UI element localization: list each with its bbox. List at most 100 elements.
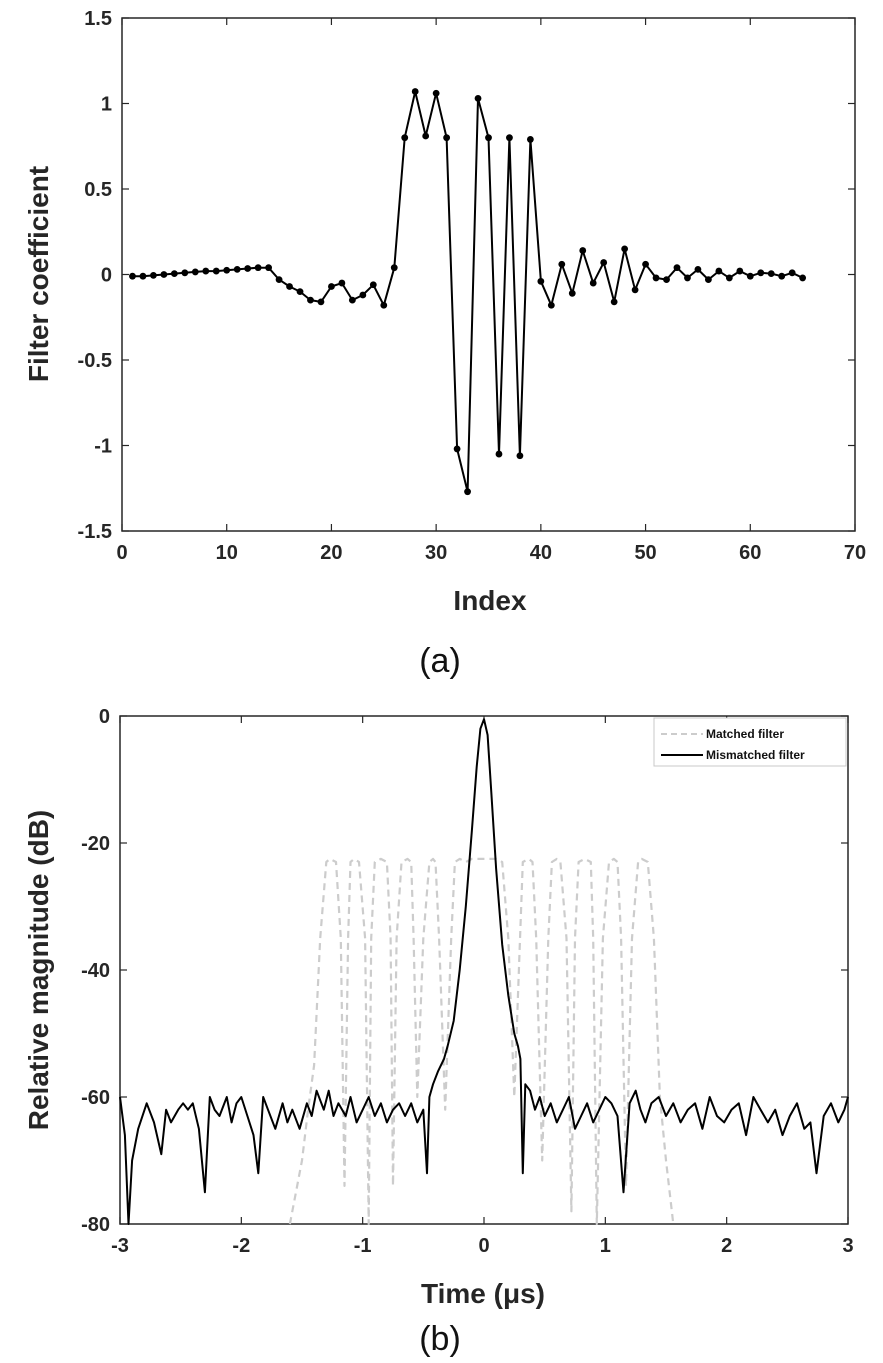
panel-a-data-point xyxy=(631,286,639,294)
panel-a-filter-coefficients: 0 10 20 30 40 50 60 70-1.5-1-0.500.511.5 Index … xyxy=(23,8,866,680)
panel-a-x-axis-label: Index xyxy=(453,585,527,616)
panel-a-data-point xyxy=(328,283,335,290)
panel-a-data-point xyxy=(286,283,293,290)
panel-a-x-tick-label: 0 xyxy=(116,542,127,564)
panel-b-plot-box xyxy=(119,715,849,1225)
panel-a-data-point xyxy=(474,94,482,102)
panel-a-data-point xyxy=(411,88,419,95)
panel-a-data-point xyxy=(610,298,618,306)
panel-b-y-tick-label: 0 xyxy=(99,706,110,728)
panel-a-data-point xyxy=(663,276,670,284)
panel-a-data-point xyxy=(537,277,545,285)
legend-label-mismatched: Mismatched filter xyxy=(706,748,805,762)
panel-b-x-tick-label: 0 xyxy=(478,1235,489,1257)
panel-b-x-tick-label: -1 xyxy=(354,1235,372,1257)
panel-a-data-point xyxy=(369,281,377,289)
panel-a-data-point xyxy=(212,267,220,275)
panel-a-data-point xyxy=(233,265,241,273)
panel-a-y-tick-label: 0.5 xyxy=(84,179,112,201)
panel-b-x-tick-label: 3 xyxy=(842,1235,853,1257)
legend-box xyxy=(653,717,847,767)
panel-a-data-point xyxy=(621,245,629,253)
panel-a-data-point xyxy=(254,264,262,272)
panel-b-x-tick-label: -3 xyxy=(111,1235,129,1257)
panel-a-data-point xyxy=(652,274,660,282)
panel-a-data-point xyxy=(422,132,430,140)
panel-a-data-point xyxy=(170,270,178,278)
panel-a-x-tick-label: 60 xyxy=(739,542,761,564)
panel-a-data-point xyxy=(265,264,272,272)
panel-a-data-point xyxy=(495,450,503,458)
panel-b-series-line-1 xyxy=(119,718,849,1225)
panel-a-x-tick-label: 40 xyxy=(530,542,552,564)
panel-a-x-tick-label: 10 xyxy=(216,542,238,564)
panel-b-x-tick-label: 2 xyxy=(721,1235,732,1257)
panel-a-data-point xyxy=(558,260,566,268)
panel-a-data-point xyxy=(139,272,147,280)
panel-b-y-tick-label: -60 xyxy=(81,1087,110,1109)
panel-b-y-tick-label: -20 xyxy=(81,833,110,855)
panel-a-data-point xyxy=(307,296,314,304)
panel-a-y-tick-label: -0.5 xyxy=(78,350,112,372)
panel-a-data-point xyxy=(223,266,231,274)
panel-a-data-point xyxy=(380,301,388,309)
panel-a-data-point xyxy=(317,298,325,306)
panel-a-data-point xyxy=(244,265,252,272)
panel-a-data-point xyxy=(464,488,471,496)
panel-a-data-point xyxy=(778,272,786,280)
panel-a-data-point xyxy=(485,134,492,142)
panel-a-data-point xyxy=(506,134,513,142)
panel-a-data-point xyxy=(684,274,691,282)
panel-a-data-point xyxy=(600,259,608,266)
panel-b-y-tick-label: -40 xyxy=(81,960,110,982)
panel-a-caption: (a) xyxy=(419,642,461,680)
panel-a-data-point xyxy=(788,269,796,277)
panel-a-y-tick-label: 0 xyxy=(101,265,112,287)
panel-a-y-tick-label: 1.5 xyxy=(84,8,112,30)
panel-a-data-point xyxy=(757,269,765,277)
panel-a-data-point xyxy=(296,288,304,295)
panel-a-data-point xyxy=(453,445,461,453)
panel-a-data-point xyxy=(526,136,534,143)
panel-a-data-point xyxy=(390,264,398,272)
panel-a-data-point xyxy=(129,272,136,280)
panel-a-data-point xyxy=(150,271,157,279)
panel-a-data-point xyxy=(202,267,210,275)
panel-a-data-point xyxy=(338,279,346,287)
panel-a-data-point xyxy=(746,272,754,280)
panel-b-relative-magnitude: -3 -2 -1 0 1 2 3 -80 -60 -40 -20 0 Matched filter M… xyxy=(23,706,854,1358)
panel-a-data-point xyxy=(589,279,597,287)
panel-a-data-point xyxy=(348,296,356,304)
panel-a-data-point xyxy=(767,270,775,278)
panel-a-data-point xyxy=(181,269,189,277)
panel-a-x-tick-label: 70 xyxy=(844,542,866,564)
panel-b-y-tick-label: -80 xyxy=(81,1214,110,1236)
panel-b-legend: Matched filter Mismatched filter xyxy=(653,717,847,767)
panel-a-data-point xyxy=(275,276,283,284)
panel-a-data-point xyxy=(160,271,168,278)
panel-a-data-point xyxy=(432,89,440,97)
panel-b-x-tick-label: 1 xyxy=(600,1235,611,1257)
panel-a-data-point xyxy=(443,134,451,142)
panel-a-y-tick-label: -1 xyxy=(94,436,112,458)
panel-a-data-point xyxy=(705,276,712,284)
panel-a-data-point xyxy=(568,289,576,297)
panel-a-x-tick-label: 30 xyxy=(425,542,447,564)
panel-b-caption: (b) xyxy=(419,1320,461,1358)
panel-a-data-point xyxy=(725,274,733,282)
panel-a-data-point xyxy=(401,134,409,142)
panel-a-data-point xyxy=(547,301,555,309)
panel-a-data-point xyxy=(359,291,367,299)
panel-a-data-point xyxy=(516,452,524,460)
panel-a-x-tick-label: 20 xyxy=(320,542,342,564)
panel-a-data-point xyxy=(191,268,199,276)
panel-b-x-axis-label: Time (μs) xyxy=(421,1278,545,1309)
panel-a-data-point xyxy=(715,267,723,275)
panel-a-data-point xyxy=(694,265,702,273)
panel-a-y-axis-label: Filter coefficient xyxy=(23,166,54,382)
panel-a-data-point xyxy=(579,247,587,254)
panel-a-x-tick-label: 50 xyxy=(634,542,656,564)
legend-label-matched: Matched filter xyxy=(706,727,784,741)
panel-b-y-axis-label: Relative magnitude (dB) xyxy=(23,810,54,1130)
panel-a-y-tick-label: -1.5 xyxy=(78,521,112,543)
